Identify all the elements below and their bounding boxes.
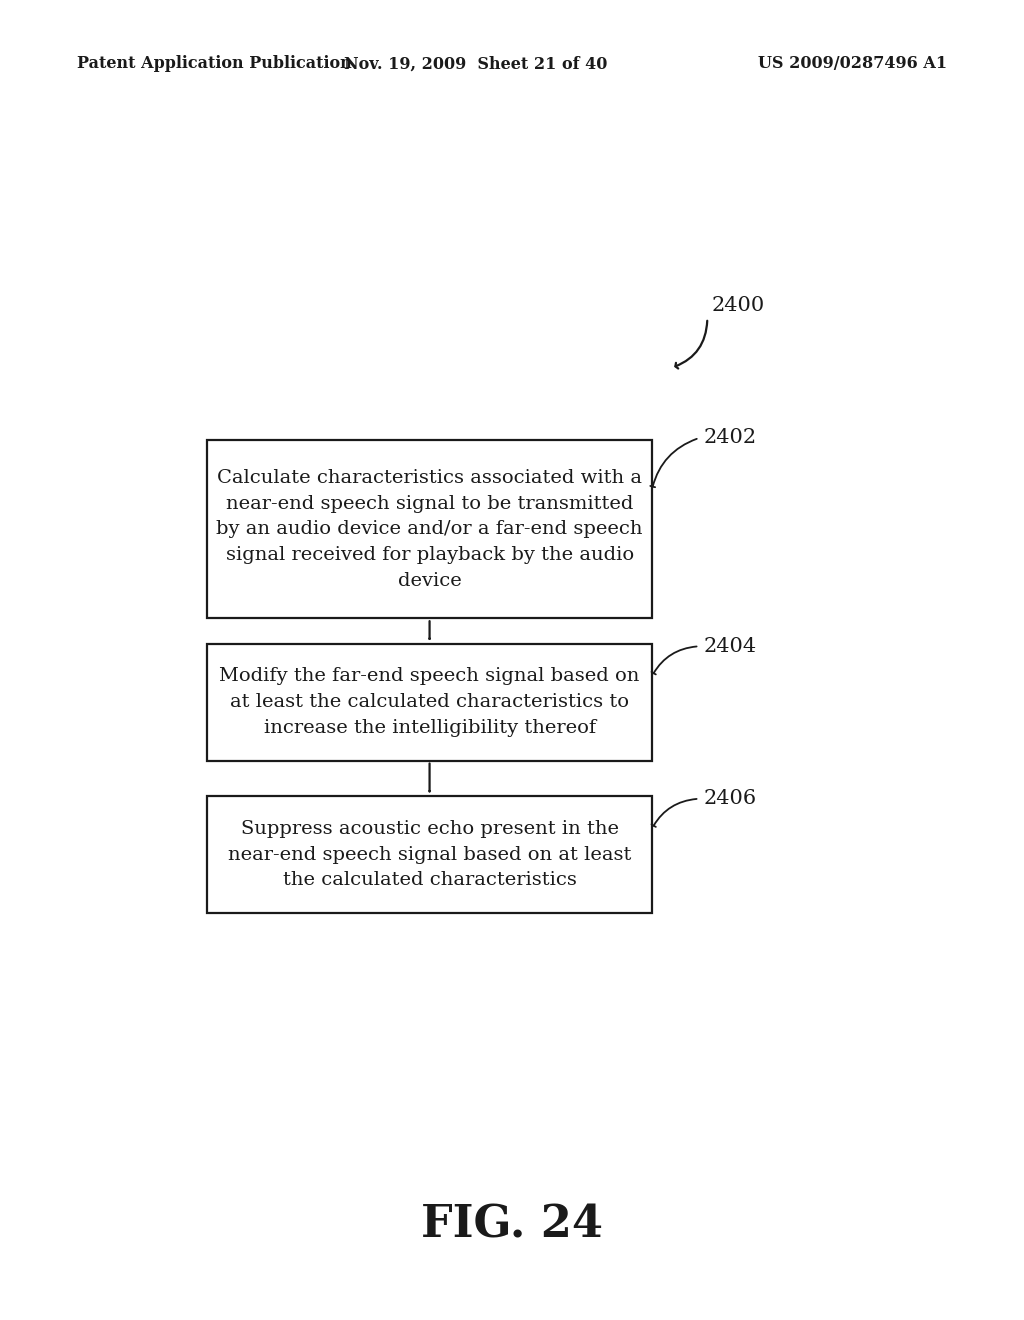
- Text: 2400: 2400: [712, 296, 765, 315]
- Text: 2406: 2406: [703, 789, 757, 808]
- Text: 2402: 2402: [703, 429, 757, 447]
- Bar: [207, 644, 652, 760]
- Text: Modify the far-end speech signal based on
at least the calculated characteristic: Modify the far-end speech signal based o…: [219, 668, 640, 737]
- Text: Calculate characteristics associated with a
near-end speech signal to be transmi: Calculate characteristics associated wit…: [216, 469, 643, 590]
- Text: FIG. 24: FIG. 24: [421, 1204, 603, 1246]
- Bar: [207, 441, 652, 618]
- Text: Nov. 19, 2009  Sheet 21 of 40: Nov. 19, 2009 Sheet 21 of 40: [344, 55, 608, 73]
- Text: US 2009/0287496 A1: US 2009/0287496 A1: [758, 55, 947, 73]
- Text: Patent Application Publication: Patent Application Publication: [77, 55, 351, 73]
- Bar: [207, 796, 652, 913]
- Text: Suppress acoustic echo present in the
near-end speech signal based on at least
t: Suppress acoustic echo present in the ne…: [228, 820, 631, 890]
- Text: 2404: 2404: [703, 636, 757, 656]
